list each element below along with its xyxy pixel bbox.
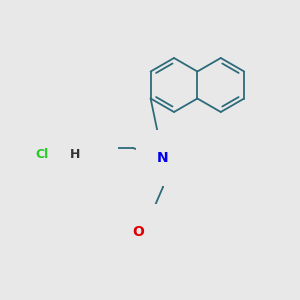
Text: N: N [157,151,169,165]
Text: H: H [70,148,80,161]
Text: O: O [132,225,144,239]
Text: Cl: Cl [35,148,49,161]
Text: Cl: Cl [86,134,100,146]
